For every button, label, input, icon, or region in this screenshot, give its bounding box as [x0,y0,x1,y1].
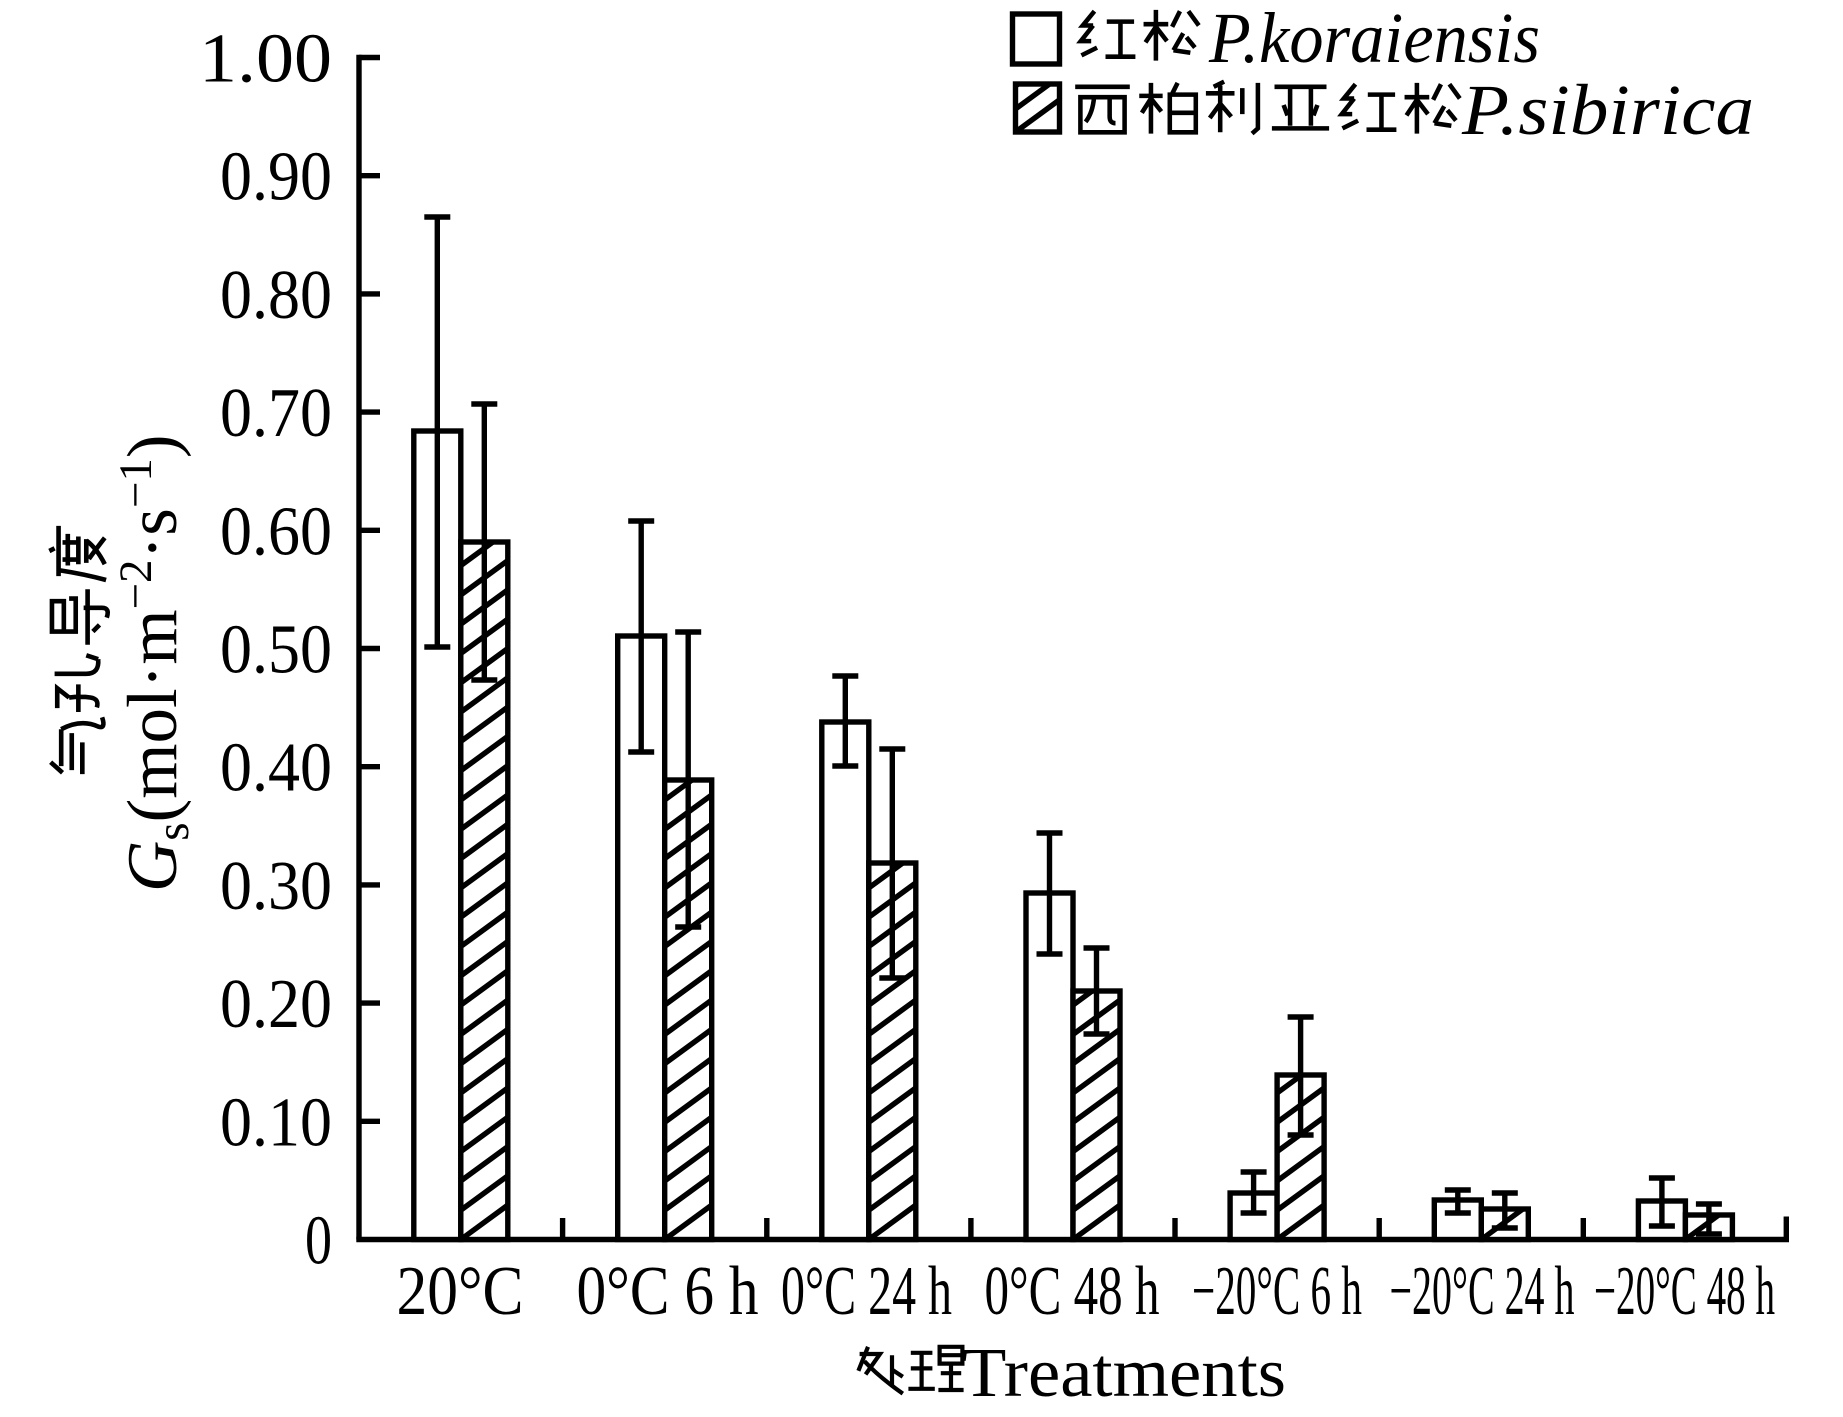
svg-text:20°C: 20°C [397,1253,524,1330]
svg-text:0.20: 0.20 [220,966,332,1043]
svg-text:1.00: 1.00 [199,21,332,98]
svg-text:0°C 6 h: 0°C 6 h [577,1253,759,1330]
svg-text:0.90: 0.90 [220,139,332,216]
svg-text:Gs(mol·m−2·s−1): Gs(mol·m−2·s−1) [110,434,199,892]
svg-text:0°C 48 h: 0°C 48 h [985,1253,1160,1330]
svg-text:P.sibirica: P.sibirica [1461,70,1754,150]
svg-text:−20°C 24 h: −20°C 24 h [1390,1253,1575,1330]
svg-text:0.40: 0.40 [220,730,332,807]
svg-text:P.koraiensis: P.koraiensis [1208,0,1540,78]
svg-text:0.10: 0.10 [220,1084,332,1161]
svg-text:0.80: 0.80 [220,257,332,334]
svg-text:0.30: 0.30 [220,848,332,925]
svg-text:−20°C 48 h: −20°C 48 h [1594,1253,1775,1330]
svg-text:0.60: 0.60 [220,493,332,570]
svg-text:−20°C 6 h: −20°C 6 h [1192,1253,1362,1330]
svg-text:0°C 24 h: 0°C 24 h [781,1253,952,1330]
svg-text:0.70: 0.70 [220,375,332,452]
svg-text:0: 0 [305,1203,332,1280]
svg-text:Treatments: Treatments [962,1335,1286,1412]
svg-text:0.50: 0.50 [220,612,332,689]
